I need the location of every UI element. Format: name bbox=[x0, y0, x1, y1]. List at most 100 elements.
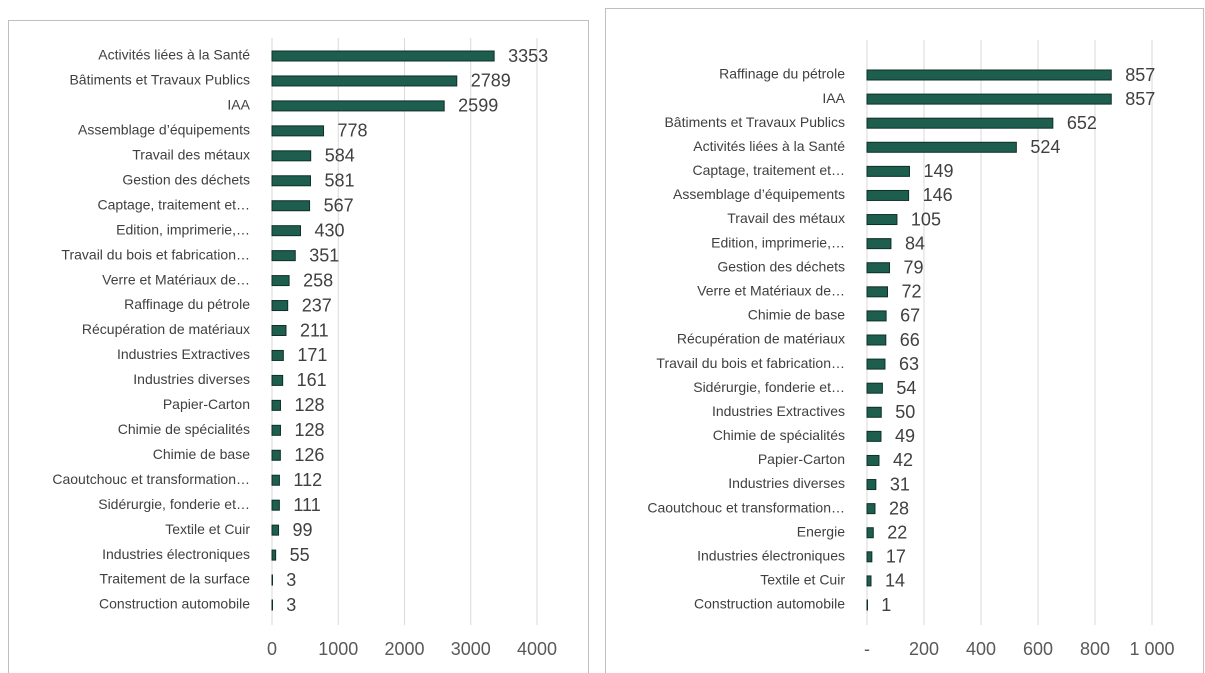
category-label: Gestion des déchets bbox=[122, 171, 250, 187]
category-label: Textile et Cuir bbox=[760, 572, 845, 588]
bar bbox=[271, 374, 284, 386]
value-label: 128 bbox=[294, 420, 324, 440]
value-label: 146 bbox=[923, 185, 953, 205]
category-label: Papier-Carton bbox=[163, 396, 250, 412]
bar bbox=[271, 474, 280, 486]
category-label: Activités liées à la Santé bbox=[693, 138, 845, 154]
panel-frame bbox=[8, 20, 589, 673]
category-label: Edition, imprimerie,… bbox=[711, 234, 845, 250]
value-label: 111 bbox=[293, 495, 320, 515]
category-label: Construction automobile bbox=[99, 596, 250, 612]
category-label: Travail du bois et fabrication… bbox=[61, 246, 250, 262]
bar bbox=[866, 454, 880, 466]
value-label: 3 bbox=[286, 570, 296, 590]
value-label: 63 bbox=[899, 354, 919, 374]
bar bbox=[866, 93, 1112, 105]
x-tick-label: 400 bbox=[966, 639, 996, 659]
category-label: Chimie de base bbox=[153, 446, 250, 462]
value-label: 72 bbox=[902, 282, 922, 302]
bar bbox=[866, 551, 873, 563]
category-label: Activités liées à la Santé bbox=[98, 47, 250, 63]
bar bbox=[271, 250, 296, 262]
bar bbox=[866, 165, 910, 177]
bar bbox=[866, 286, 889, 298]
value-label: 171 bbox=[297, 345, 327, 365]
value-label: 351 bbox=[309, 245, 339, 265]
value-label: 126 bbox=[294, 445, 324, 465]
value-label: 112 bbox=[293, 470, 322, 490]
value-label: 50 bbox=[895, 402, 915, 422]
bar bbox=[271, 150, 312, 162]
x-tick-label: 2000 bbox=[384, 639, 424, 659]
value-label: 258 bbox=[303, 270, 333, 290]
value-label: 2789 bbox=[471, 71, 511, 91]
bar bbox=[866, 334, 887, 346]
value-label: 84 bbox=[905, 233, 925, 253]
value-label: 3 bbox=[286, 595, 296, 615]
value-label: 581 bbox=[324, 171, 354, 191]
bar bbox=[271, 449, 281, 461]
value-label: 17 bbox=[886, 547, 906, 567]
category-label: Caoutchouc et transformation… bbox=[647, 499, 845, 515]
value-label: 430 bbox=[314, 220, 344, 240]
value-label: 128 bbox=[294, 395, 324, 415]
bar bbox=[866, 406, 882, 418]
bar bbox=[271, 549, 277, 561]
value-label: 3353 bbox=[508, 46, 548, 66]
category-label: Industries Extractives bbox=[712, 403, 845, 419]
bar bbox=[271, 200, 311, 212]
bar bbox=[271, 499, 280, 511]
bar bbox=[271, 125, 325, 137]
bar bbox=[271, 599, 273, 611]
x-tick-label: 4000 bbox=[517, 639, 557, 659]
value-label: 67 bbox=[900, 306, 920, 326]
value-label: 66 bbox=[900, 330, 920, 350]
value-label: 149 bbox=[923, 161, 953, 181]
bar bbox=[866, 599, 868, 611]
category-label: Assemblage d’équipements bbox=[78, 122, 250, 138]
x-tick-label: 1 000 bbox=[1129, 639, 1174, 659]
value-label: 652 bbox=[1067, 113, 1097, 133]
value-label: 584 bbox=[325, 146, 355, 166]
bar bbox=[866, 141, 1017, 153]
bar bbox=[866, 358, 886, 370]
category-label: Edition, imprimerie,… bbox=[116, 221, 250, 237]
category-label: Récupération de matériaux bbox=[677, 331, 845, 347]
category-label: Chimie de spécialités bbox=[713, 427, 845, 443]
bar bbox=[866, 310, 887, 322]
value-label: 237 bbox=[302, 295, 332, 315]
value-label: 14 bbox=[885, 571, 905, 591]
value-label: 567 bbox=[324, 195, 354, 215]
category-label: Travail des métaux bbox=[727, 210, 845, 226]
value-label: 28 bbox=[889, 498, 909, 518]
category-label: Gestion des déchets bbox=[717, 258, 845, 274]
category-label: Industries Extractives bbox=[117, 346, 250, 362]
bar bbox=[271, 399, 281, 411]
value-label: 55 bbox=[290, 545, 310, 565]
bar bbox=[866, 189, 910, 201]
x-tick-label: 1000 bbox=[318, 639, 358, 659]
value-label: 857 bbox=[1125, 89, 1155, 109]
bar bbox=[866, 238, 892, 250]
value-label: 161 bbox=[297, 370, 327, 390]
bar bbox=[271, 524, 280, 536]
bar bbox=[271, 574, 273, 586]
bar bbox=[271, 100, 445, 112]
category-label: Chimie de base bbox=[748, 307, 845, 323]
bar bbox=[866, 69, 1112, 81]
bar bbox=[866, 479, 877, 491]
category-label: Assemblage d’équipements bbox=[673, 186, 845, 202]
category-label: Sidérurgie, fonderie et… bbox=[98, 496, 250, 512]
bar bbox=[866, 527, 874, 539]
category-label: Papier-Carton bbox=[758, 451, 845, 467]
category-label: Caoutchouc et transformation… bbox=[52, 471, 250, 487]
bar bbox=[271, 50, 495, 62]
bar bbox=[271, 225, 301, 237]
category-label: Raffinage du pétrole bbox=[124, 296, 250, 312]
category-label: Industries électroniques bbox=[102, 546, 250, 562]
category-label: Récupération de matériaux bbox=[82, 321, 250, 337]
bar bbox=[866, 117, 1054, 129]
category-label: Verre et Matériaux de… bbox=[697, 283, 845, 299]
bar bbox=[866, 575, 872, 587]
bar bbox=[866, 214, 898, 226]
